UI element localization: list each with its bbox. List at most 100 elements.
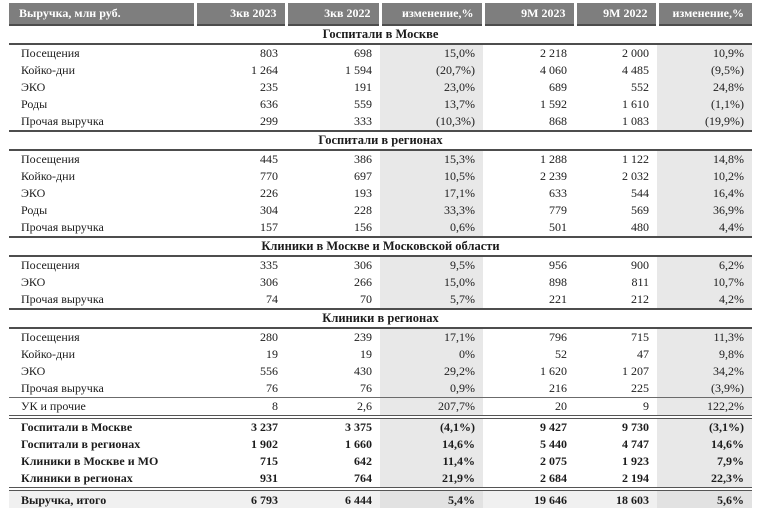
change-value-cell: 4,4% (657, 219, 752, 237)
value-cell: 569 (631, 203, 649, 217)
value-cell: 19 (266, 347, 278, 361)
value-cell: 956 (549, 258, 567, 272)
value-cell: 74 (266, 292, 278, 306)
table-row: ЭКО 306 266 15,0% 898 811 10,7% (9, 274, 752, 291)
change-value-cell: 9,8% (657, 346, 752, 363)
revenue-table-body: Госпитали в Москве Посещения 803 698 15,0% 2 … (9, 24, 752, 508)
value-cell: 5 440 (540, 437, 567, 451)
row-label: Прочая выручка (21, 381, 104, 395)
value-cell: 306 (354, 258, 372, 272)
section-title-row: Госпитали в Москве (9, 24, 752, 45)
value-cell: 386 (354, 152, 372, 166)
change-value-cell: 9,5% (380, 256, 483, 274)
change-value-cell: 10,9% (657, 44, 752, 62)
value-cell: 216 (549, 381, 567, 395)
change-value-cell: 5,4% (380, 490, 483, 508)
header-cell: 3кв 2022 (284, 3, 380, 25)
value-cell: 1 592 (540, 97, 567, 111)
change-value-cell: (1,1%) (657, 96, 752, 113)
value-cell: 1 207 (622, 364, 649, 378)
value-cell: 2 000 (622, 46, 649, 60)
header-row: Выручка, млн руб. 3кв 2023 3кв 2022 изменен… (9, 3, 752, 25)
table-row: Прочая выручка 76 76 0,9% 216 225 (3,9%) (9, 380, 752, 398)
change-value-cell: (9,5%) (657, 62, 752, 79)
change-value-cell: 7,9% (657, 453, 752, 470)
row-label: Прочая выручка (21, 220, 104, 234)
value-cell: 335 (260, 258, 278, 272)
value-cell: 47 (637, 347, 649, 361)
change-value-cell: 0,9% (380, 380, 483, 398)
value-cell: 779 (549, 203, 567, 217)
value-cell: 1 288 (540, 152, 567, 166)
value-cell: 191 (354, 80, 372, 94)
value-cell: 559 (354, 97, 372, 111)
value-cell: 3 375 (345, 420, 372, 434)
row-label: Посещения (21, 258, 80, 272)
value-cell: 228 (354, 203, 372, 217)
value-cell: 235 (260, 80, 278, 94)
value-cell: 715 (631, 330, 649, 344)
value-cell: 76 (266, 381, 278, 395)
change-value-cell: (20,7%) (380, 62, 483, 79)
value-cell: 811 (631, 275, 649, 289)
value-cell: 306 (260, 275, 278, 289)
change-value-cell: 23,0% (380, 79, 483, 96)
header-cell: 9М 2023 (481, 3, 575, 25)
value-cell: 544 (631, 186, 649, 200)
table-row: ЭКО 556 430 29,2% 1 620 1 207 34,2% (9, 363, 752, 380)
row-label: Госпитали в Москве (21, 420, 133, 434)
value-cell: 280 (260, 330, 278, 344)
change-value-cell: 5,6% (657, 490, 752, 508)
section-title: Госпитали в регионах (9, 130, 752, 151)
change-value-cell: (19,9%) (657, 113, 752, 131)
uk-and-others-row: УК и прочие 8 2,6 207,7% 20 9 122,2% (9, 397, 752, 416)
value-cell: 868 (549, 114, 567, 128)
value-cell: 900 (631, 258, 649, 272)
change-value-cell: (3,9%) (657, 380, 752, 398)
change-value-cell: 4,2% (657, 291, 752, 309)
change-value-cell: 33,3% (380, 202, 483, 219)
value-cell: 2 194 (622, 471, 649, 485)
change-value-cell: 11,4% (380, 453, 483, 470)
value-cell: 4 747 (622, 437, 649, 451)
value-cell: 1 923 (622, 454, 649, 468)
change-value-cell: 0,6% (380, 219, 483, 237)
table-row: Койко-дни 770 697 10,5% 2 239 2 032 10,2% (9, 168, 752, 185)
value-cell: 9 (575, 397, 657, 416)
rule-divider (9, 415, 752, 419)
value-cell: 18 603 (575, 490, 657, 508)
table-row: Посещения 445 386 15,3% 1 288 1 122 14,8% (9, 150, 752, 168)
change-value-cell: 34,2% (657, 363, 752, 380)
row-label: Клиники в регионах (21, 471, 133, 485)
table-row: ЭКО 226 193 17,1% 633 544 16,4% (9, 185, 752, 202)
change-value-cell: (4,1%) (380, 418, 483, 436)
change-value-cell: 14,8% (657, 150, 752, 168)
summary-row: Госпитали в Москве 3 237 3 375 (4,1%) 9 427 9… (9, 418, 752, 436)
change-value-cell: 16,4% (657, 185, 752, 202)
table-row: Прочая выручка 74 70 5,7% 221 212 4,2% (9, 291, 752, 309)
change-value-cell: 11,3% (657, 328, 752, 346)
value-cell: 796 (549, 330, 567, 344)
value-cell: 193 (354, 186, 372, 200)
change-value-cell: 15,3% (380, 150, 483, 168)
value-cell: 4 060 (540, 63, 567, 77)
value-cell: 221 (549, 292, 567, 306)
section-title: Клиники в Москве и Московской области (9, 236, 752, 257)
row-label: Койко-дни (21, 169, 75, 183)
change-value-cell: 122,2% (657, 397, 752, 416)
change-value-cell: (10,3%) (380, 113, 483, 131)
change-value-cell: 13,7% (380, 96, 483, 113)
value-cell: 157 (260, 220, 278, 234)
section-title: Госпитали в Москве (9, 24, 752, 45)
section-title: Клиники в регионах (9, 308, 752, 329)
value-cell: 480 (631, 220, 649, 234)
value-cell: 9 730 (622, 420, 649, 434)
change-value-cell: 17,1% (380, 185, 483, 202)
change-value-cell: 36,9% (657, 202, 752, 219)
value-cell: 642 (354, 454, 372, 468)
value-cell: 931 (260, 471, 278, 485)
value-cell: 1 620 (540, 364, 567, 378)
row-label: ЭКО (21, 275, 46, 289)
header-cell: 3кв 2023 (193, 3, 286, 25)
row-label: ЭКО (21, 364, 46, 378)
